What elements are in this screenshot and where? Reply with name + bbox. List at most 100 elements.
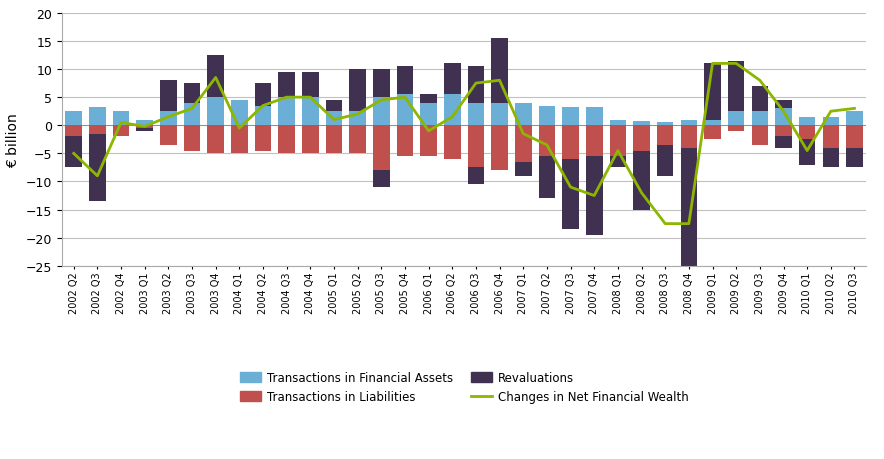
Bar [373, 126, 390, 171]
Changes in Net Financial Wealth [731, 62, 742, 67]
Bar [208, 98, 224, 126]
Bar [610, 126, 626, 157]
Bar [728, 62, 744, 112]
Bar [633, 151, 650, 210]
Bar [444, 95, 461, 126]
Bar [255, 126, 271, 151]
Bar [492, 126, 508, 171]
Changes in Net Financial Wealth [494, 78, 505, 84]
Bar [728, 126, 744, 132]
Bar [538, 157, 555, 199]
Bar [775, 109, 792, 126]
Bar [799, 118, 815, 126]
Bar [184, 104, 201, 126]
Changes in Net Financial Wealth [140, 124, 150, 130]
Bar [515, 104, 531, 126]
Bar [113, 126, 129, 137]
Bar [728, 112, 744, 126]
Changes in Net Financial Wealth [92, 174, 103, 179]
Bar [160, 81, 177, 112]
Bar [373, 171, 390, 188]
Bar [846, 112, 863, 126]
Bar [468, 104, 484, 126]
Bar [349, 112, 366, 126]
Bar [846, 148, 863, 168]
Bar [231, 101, 248, 126]
Bar [705, 64, 720, 120]
Bar [751, 126, 768, 146]
Bar [89, 134, 106, 202]
Changes in Net Financial Wealth [329, 118, 339, 123]
Bar [184, 126, 201, 151]
Changes in Net Financial Wealth [376, 98, 386, 103]
Y-axis label: € billion: € billion [6, 112, 20, 168]
Line: Changes in Net Financial Wealth: Changes in Net Financial Wealth [73, 64, 855, 224]
Bar [538, 126, 555, 157]
Bar [657, 123, 674, 126]
Bar [538, 106, 555, 126]
Changes in Net Financial Wealth [613, 148, 623, 154]
Bar [468, 168, 484, 185]
Bar [799, 140, 815, 165]
Changes in Net Financial Wealth [353, 112, 363, 118]
Bar [160, 112, 177, 126]
Bar [184, 84, 201, 104]
Bar [136, 129, 153, 132]
Changes in Net Financial Wealth [850, 106, 860, 112]
Bar [278, 98, 295, 126]
Bar [468, 126, 484, 168]
Bar [349, 70, 366, 112]
Legend: Transactions in Financial Assets, Transactions in Liabilities, Revaluations, Cha: Transactions in Financial Assets, Transa… [236, 368, 692, 407]
Bar [633, 126, 650, 151]
Bar [65, 137, 82, 168]
Bar [681, 120, 697, 126]
Bar [302, 126, 318, 154]
Changes in Net Financial Wealth [659, 221, 670, 227]
Bar [657, 146, 674, 176]
Bar [420, 126, 437, 157]
Bar [208, 56, 224, 98]
Bar [349, 126, 366, 154]
Bar [208, 126, 224, 154]
Bar [89, 126, 106, 134]
Bar [705, 126, 720, 140]
Bar [562, 160, 579, 230]
Bar [420, 95, 437, 104]
Bar [492, 104, 508, 126]
Changes in Net Financial Wealth [423, 129, 434, 134]
Bar [373, 98, 390, 126]
Changes in Net Financial Wealth [518, 132, 529, 137]
Bar [65, 126, 82, 137]
Changes in Net Financial Wealth [565, 185, 575, 190]
Bar [705, 120, 720, 126]
Changes in Net Financial Wealth [234, 126, 245, 132]
Bar [231, 126, 248, 154]
Changes in Net Financial Wealth [258, 104, 269, 109]
Changes in Net Financial Wealth [400, 95, 410, 101]
Bar [610, 157, 626, 168]
Changes in Net Financial Wealth [683, 221, 694, 227]
Bar [681, 148, 697, 266]
Bar [302, 73, 318, 98]
Changes in Net Financial Wealth [447, 115, 458, 120]
Changes in Net Financial Wealth [210, 76, 221, 81]
Bar [89, 107, 106, 126]
Changes in Net Financial Wealth [589, 193, 599, 199]
Changes in Net Financial Wealth [187, 106, 197, 112]
Bar [373, 70, 390, 98]
Bar [586, 157, 603, 235]
Bar [113, 112, 129, 126]
Bar [397, 67, 413, 95]
Changes in Net Financial Wealth [826, 109, 836, 115]
Changes in Net Financial Wealth [755, 78, 766, 84]
Bar [444, 64, 461, 95]
Bar [302, 98, 318, 126]
Bar [610, 120, 626, 126]
Changes in Net Financial Wealth [68, 151, 79, 157]
Changes in Net Financial Wealth [778, 109, 789, 115]
Bar [397, 95, 413, 126]
Bar [278, 73, 295, 98]
Bar [444, 126, 461, 160]
Changes in Net Financial Wealth [281, 95, 292, 101]
Bar [160, 126, 177, 146]
